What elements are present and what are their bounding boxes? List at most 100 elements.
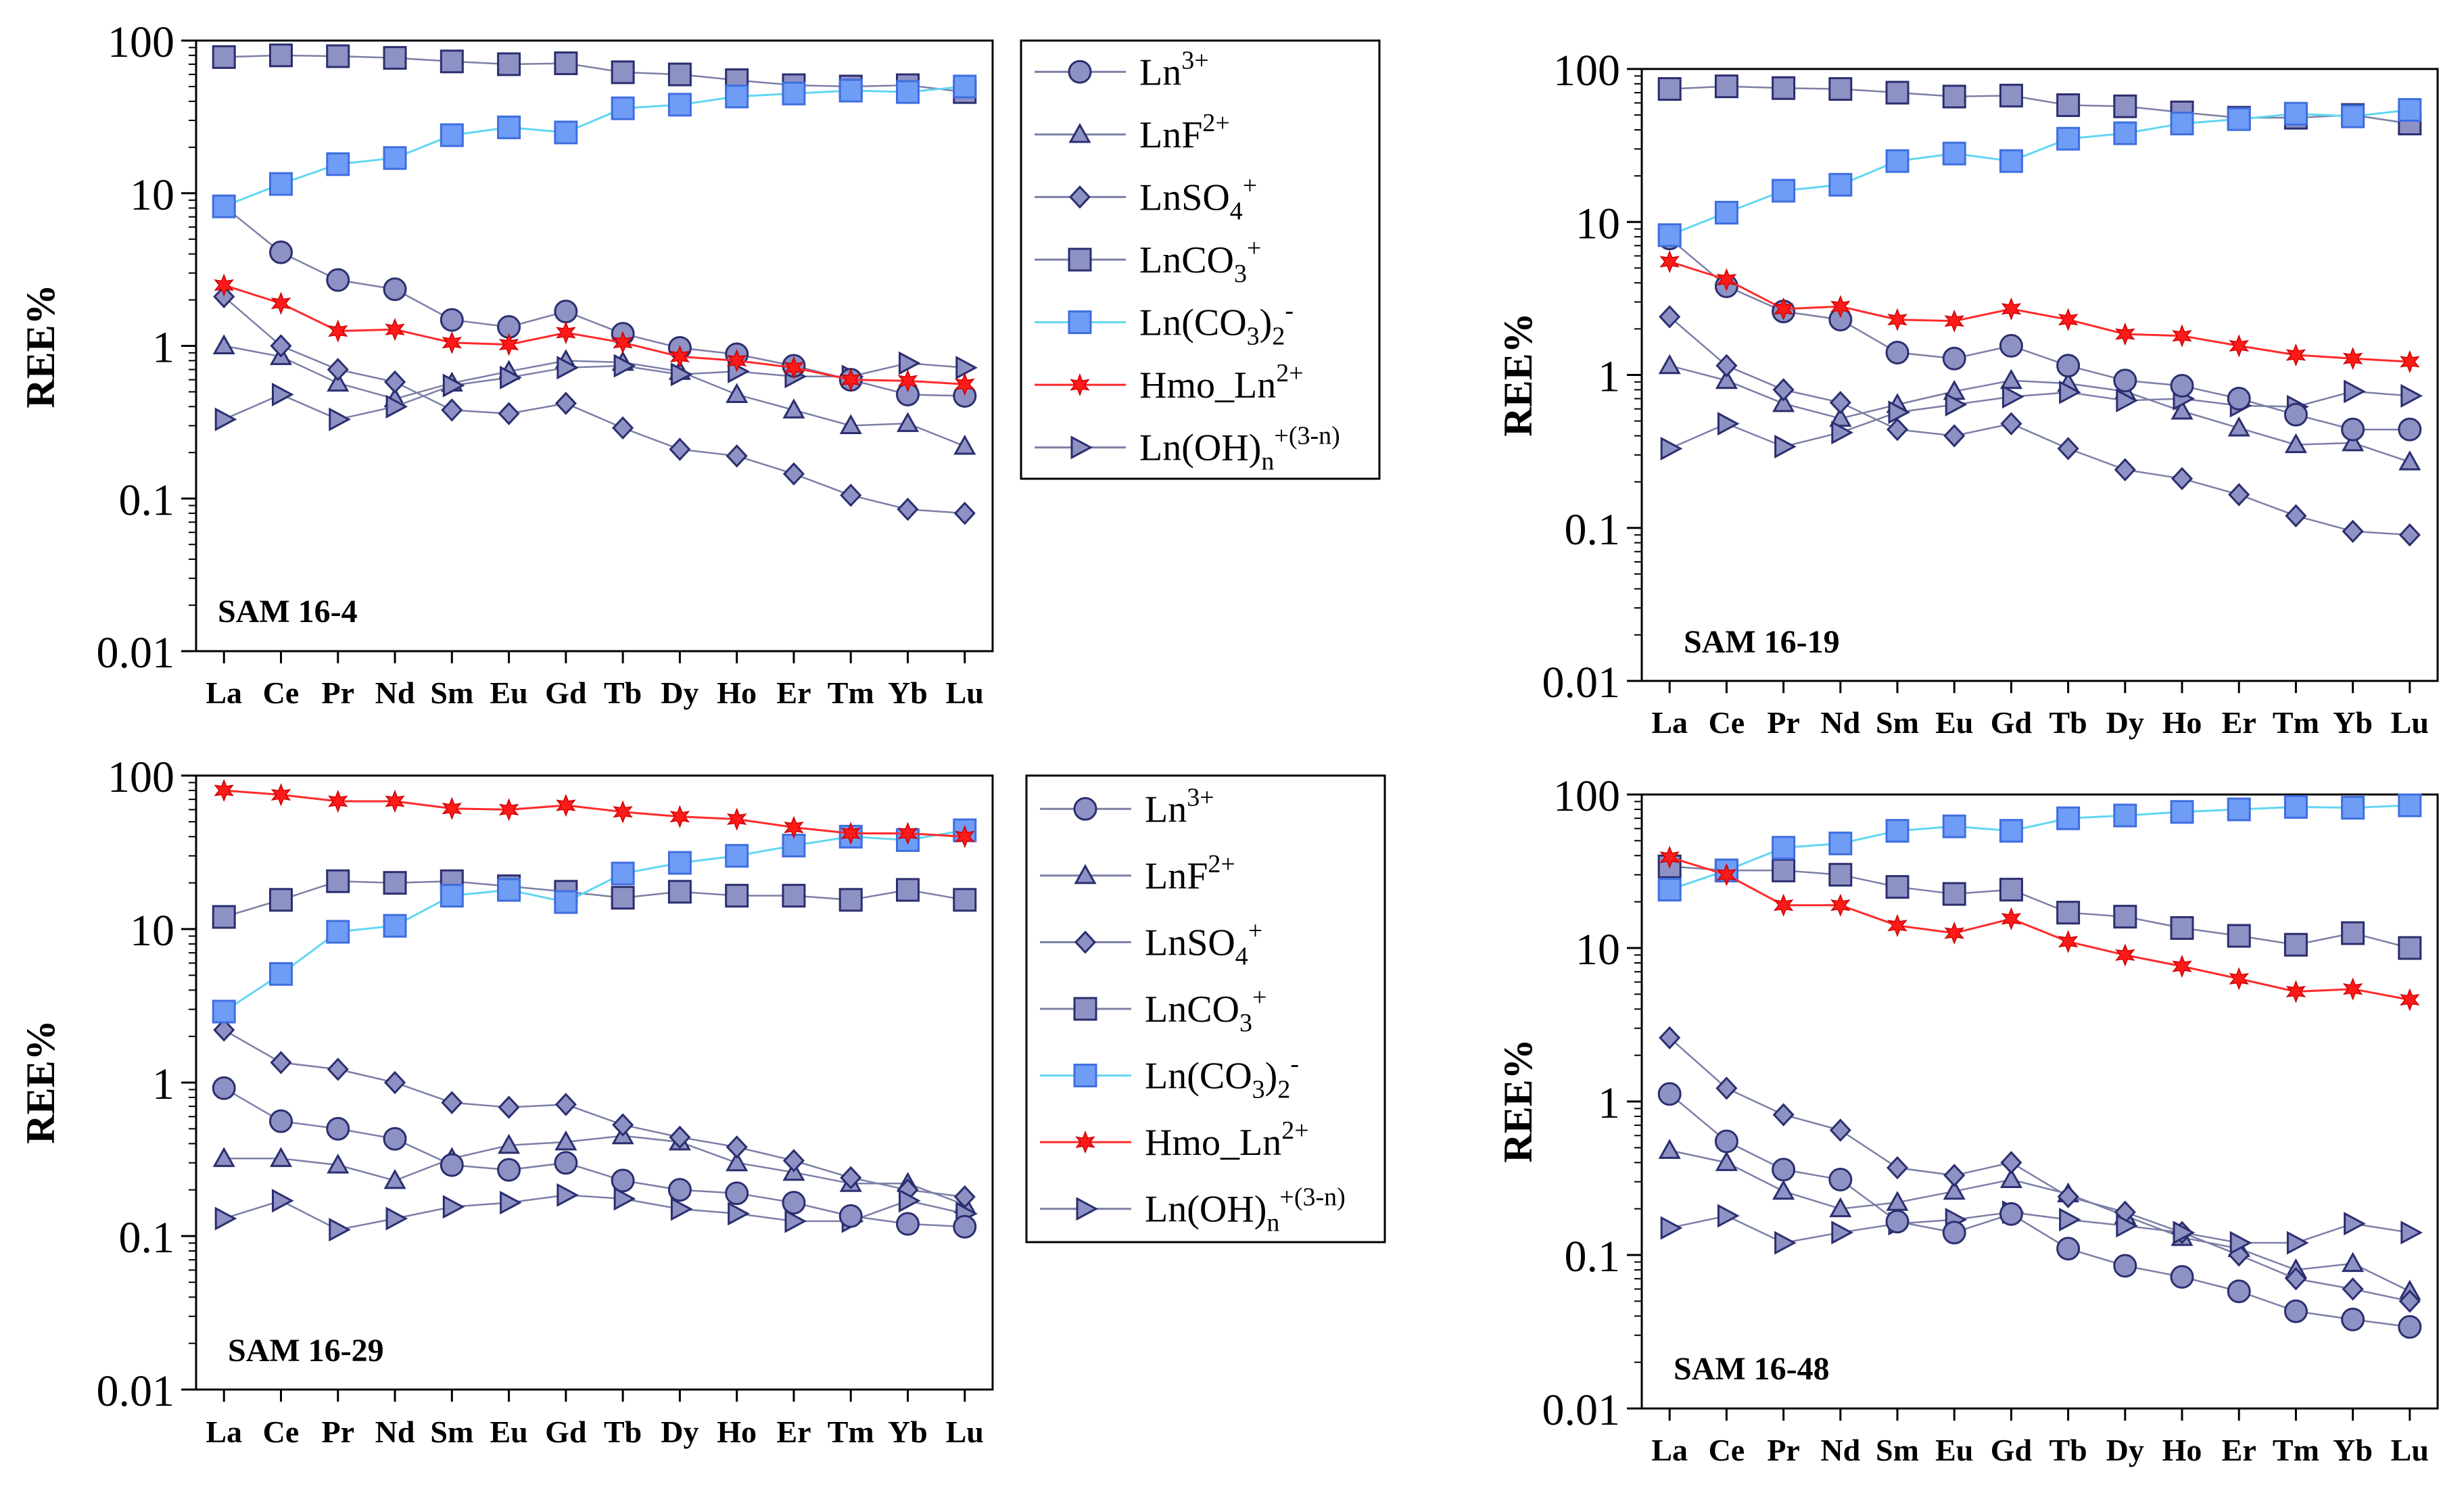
point-lnso4-Tm xyxy=(2285,1266,2307,1291)
x-tick-label: Tm xyxy=(828,676,874,710)
point-lnco32-Nd xyxy=(383,146,407,170)
point-hmo-Dy xyxy=(2115,943,2135,967)
point-hmo-Er xyxy=(2229,967,2249,991)
legend-text-part: LnSO xyxy=(1139,176,1230,218)
point-lnco32-Tm xyxy=(838,78,863,103)
legend-marker-ln3 xyxy=(1068,60,1092,84)
point-lnoh-La xyxy=(214,1206,237,1231)
legend-label-lnoh: Ln(OH)n+(3-n) xyxy=(1139,422,1340,476)
point-lnso4-Lu xyxy=(953,501,976,525)
series-lnso4 xyxy=(1659,305,2421,547)
legend-text-part: Hmo_Ln xyxy=(1145,1122,1281,1164)
series-lnf xyxy=(212,1124,976,1214)
y-tick-label: 0.01 xyxy=(1542,1385,1621,1435)
point-ln3-Nd xyxy=(383,1127,407,1151)
point-ln3-La xyxy=(1657,1082,1682,1106)
x-tick-label: La xyxy=(1651,705,1688,740)
legend-marker-lnso4 xyxy=(1074,930,1097,954)
legend-label-lnf: LnF2+ xyxy=(1145,850,1235,897)
series-line-lnso4 xyxy=(223,1029,965,1198)
point-lnoh-Er xyxy=(784,1209,807,1233)
point-hmo-Eu xyxy=(1944,921,1964,945)
series-lnf xyxy=(212,334,976,455)
point-lnco32-Tb xyxy=(2056,126,2081,151)
point-hmo-Pr xyxy=(1773,893,1794,917)
point-lnoh-Eu xyxy=(500,1191,522,1215)
panel-title: SAM 16-29 xyxy=(228,1333,384,1369)
y-tick-label: 0.01 xyxy=(97,628,175,678)
point-lnso4-Eu xyxy=(1943,424,1966,448)
point-lnco3-Ce xyxy=(269,43,293,68)
legend-text-part: 3 xyxy=(1234,260,1247,288)
point-lnf-Pr xyxy=(327,371,350,392)
series-line-lnso4 xyxy=(223,295,965,515)
legend-text-part: 4 xyxy=(1235,942,1248,970)
point-hmo-Tm xyxy=(840,822,861,845)
point-lnco32-Sm xyxy=(1885,149,1910,173)
point-hmo-Ho xyxy=(2172,324,2192,348)
point-ln3-Ho xyxy=(2170,1264,2194,1289)
y-tick-label: 0.1 xyxy=(1565,505,1621,554)
legend-label-lnco32: Ln(CO3)2- xyxy=(1145,1050,1299,1104)
series-line-lnf xyxy=(224,1135,966,1206)
point-lnoh-Eu xyxy=(500,365,522,389)
series-hmo xyxy=(1659,250,2420,374)
legend-text-part: - xyxy=(1285,297,1294,325)
point-lnoh-Tb xyxy=(2059,380,2081,404)
point-lnco3-Pr xyxy=(1772,858,1796,882)
point-ln3-Nd xyxy=(1828,1167,1853,1191)
point-ln3-Yb xyxy=(2341,1307,2365,1331)
point-lnoh-Pr xyxy=(1774,434,1797,459)
point-hmo-Sm xyxy=(1887,914,1908,937)
point-lnso4-Pr xyxy=(1772,378,1795,402)
legend-text-part: LnF xyxy=(1139,114,1202,156)
point-hmo-Yb xyxy=(2342,977,2363,1001)
legend-text-part: Ln xyxy=(1145,788,1187,830)
series-lnso4 xyxy=(213,1018,976,1209)
series-line-hmo xyxy=(223,284,965,385)
x-tick-label: Ho xyxy=(2162,1433,2202,1467)
y-tick-label: 10 xyxy=(1575,199,1620,248)
point-lnf-Pr xyxy=(1772,392,1795,412)
point-lnco32-Er xyxy=(2227,797,2251,822)
point-lnf-Nd xyxy=(383,1168,406,1189)
point-lnco3-Eu xyxy=(497,52,521,76)
series-lnco32 xyxy=(1657,98,2422,247)
point-lnso4-Tm xyxy=(840,1166,862,1189)
point-lnoh-Ho xyxy=(728,1202,750,1226)
point-hmo-Gd xyxy=(556,321,576,345)
point-hmo-Eu xyxy=(1944,309,1964,333)
legend-text-part: LnF xyxy=(1145,855,1208,897)
series-lnco3 xyxy=(1657,854,2422,960)
point-ln3-Pr xyxy=(326,268,350,292)
point-hmo-Lu xyxy=(2400,988,2420,1012)
x-tick-label: Tb xyxy=(2049,705,2087,740)
point-lnco32-Nd xyxy=(1828,831,1853,855)
point-lnco3-Ce xyxy=(269,888,293,912)
legend-text-part: 2+ xyxy=(1208,850,1235,878)
x-tick-label: Lu xyxy=(2391,1433,2429,1467)
point-lnoh-Sm xyxy=(442,373,465,398)
point-lnso4-Yb xyxy=(2342,1277,2364,1301)
point-hmo-Dy xyxy=(669,805,690,828)
legend-label-lnco32: Ln(CO3)2- xyxy=(1139,297,1294,351)
point-lnso4-Gd xyxy=(2000,412,2022,435)
point-lnso4-Er xyxy=(782,462,805,486)
point-lnoh-Ce xyxy=(272,382,294,406)
point-lnoh-Pr xyxy=(329,407,351,431)
point-ln3-Eu xyxy=(1942,346,1966,371)
point-lnso4-Ho xyxy=(726,444,748,468)
series-ln3 xyxy=(212,1076,977,1239)
point-lnco32-Dy xyxy=(2113,121,2137,145)
point-ln3-Sm xyxy=(440,1153,464,1177)
legend-text-part: 2+ xyxy=(1276,359,1303,387)
x-tick-label: Ho xyxy=(717,1415,757,1449)
legend-marker-lnco3 xyxy=(1068,247,1092,272)
x-tick-label: Dy xyxy=(2106,705,2144,740)
legend-marker-hmo xyxy=(1070,373,1090,397)
series-lnso4 xyxy=(213,285,976,525)
chart-panel-3: 0.01 0.1 1 10 100 La Ce Pr Nd Sm Eu Gd Tb Dy Ho Er Tm Yb L… xyxy=(18,753,1386,1449)
x-tick-label: Gd xyxy=(1991,1433,2033,1467)
x-tick-label: Yb xyxy=(888,676,928,710)
point-lnso4-Ce xyxy=(270,1051,292,1074)
